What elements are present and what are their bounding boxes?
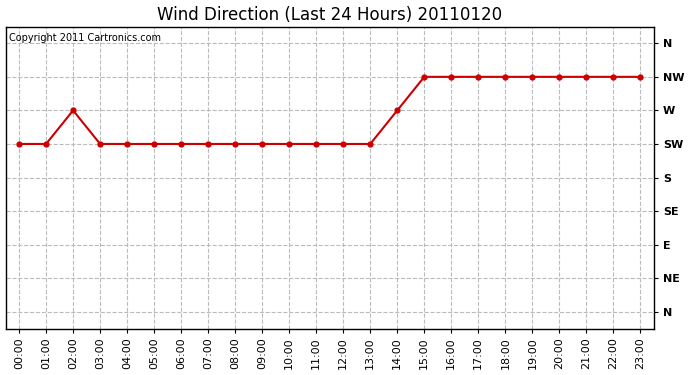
Text: Copyright 2011 Cartronics.com: Copyright 2011 Cartronics.com [9,33,161,42]
Title: Wind Direction (Last 24 Hours) 20110120: Wind Direction (Last 24 Hours) 20110120 [157,6,502,24]
